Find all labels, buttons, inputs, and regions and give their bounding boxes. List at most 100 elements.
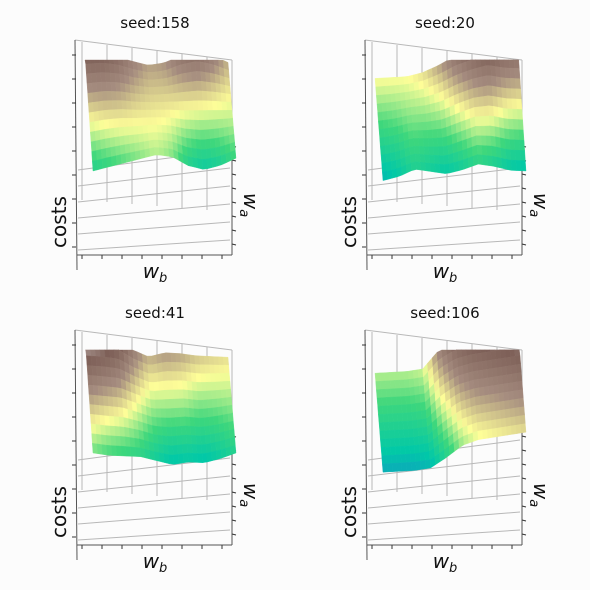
- surface-patch: [476, 361, 483, 372]
- surface-patch: [380, 153, 387, 164]
- y-tick: [521, 229, 527, 232]
- surface-patch: [462, 364, 469, 375]
- surface-patch: [137, 117, 144, 127]
- surface-patch: [456, 63, 463, 75]
- surface-patch: [478, 96, 485, 108]
- surface-patch: [220, 389, 227, 399]
- surface-patch: [128, 126, 135, 136]
- surface-patch: [401, 115, 408, 126]
- surface-patch: [474, 387, 481, 398]
- surface-patch: [96, 158, 103, 171]
- surface-patch: [114, 426, 121, 437]
- z-axis-label: costs: [337, 196, 361, 248]
- surface-patch: [450, 123, 457, 136]
- surface-patch: [378, 413, 385, 423]
- surface-patch: [510, 356, 517, 366]
- surface-patch: [413, 138, 420, 147]
- surface-patch: [424, 95, 431, 106]
- surface-patch: [513, 129, 520, 141]
- surface-patch: [215, 440, 222, 452]
- surface-patch: [106, 444, 113, 456]
- surface-patch: [201, 390, 208, 401]
- surface-patch: [408, 428, 414, 438]
- surface-patch: [414, 385, 421, 396]
- surface-patch: [491, 145, 497, 158]
- surface-patch: [452, 151, 459, 163]
- surface-patch: [150, 109, 157, 118]
- surface-patch: [393, 125, 399, 136]
- surface-patch: [156, 117, 163, 126]
- surface-patch: [194, 129, 201, 141]
- surface-patch: [504, 59, 511, 69]
- surface-patch: [405, 395, 412, 405]
- surface-patch: [390, 93, 397, 103]
- surface-patch: [472, 362, 479, 372]
- surface-patch: [457, 365, 464, 376]
- surface-patch: [99, 349, 106, 358]
- surface-patch: [491, 419, 497, 430]
- surface-patch: [161, 426, 168, 437]
- surface-patch: [510, 149, 517, 161]
- surface-patch: [412, 122, 419, 131]
- surface-patch: [494, 401, 501, 412]
- surface-patch: [382, 463, 389, 473]
- surface-patch: [222, 110, 229, 120]
- surface-patch: [154, 102, 161, 111]
- surface-patch: [490, 410, 497, 421]
- surface-patch: [481, 75, 488, 87]
- surface-patch: [516, 372, 523, 383]
- x-axis-label: wb: [433, 549, 458, 576]
- surface-patch: [510, 78, 517, 90]
- surface-patch: [186, 81, 193, 93]
- surface-patch: [398, 76, 405, 86]
- surface-patch: [495, 358, 502, 369]
- surface-patch: [183, 100, 190, 111]
- surface-patch: [98, 110, 105, 122]
- surface-patch: [227, 412, 234, 423]
- surface-patch: [215, 146, 222, 158]
- surface-patch: [383, 421, 390, 431]
- surface-patch: [133, 77, 140, 87]
- surface-patch: [476, 66, 483, 79]
- y-tick: [231, 173, 237, 176]
- surface-patch: [472, 154, 479, 167]
- surface-patch: [425, 112, 432, 123]
- subplot-3: seed:41 wb wa costs: [47, 304, 263, 576]
- surface-patch: [410, 106, 417, 116]
- surface-patch: [92, 159, 99, 172]
- surface-patch: [126, 109, 133, 119]
- surface-patch: [390, 388, 397, 398]
- surface-patch: [472, 87, 479, 99]
- y-axis-label: wa: [526, 193, 553, 217]
- surface-patch: [218, 118, 225, 129]
- surface-patch: [151, 117, 158, 126]
- surface-patch: [147, 432, 154, 444]
- surface-patch: [403, 370, 410, 381]
- surface-patch: [384, 430, 391, 440]
- surface-patch: [123, 417, 130, 429]
- surface-patch: [424, 451, 431, 461]
- surface-patch: [458, 159, 465, 171]
- surface-patch: [213, 415, 220, 426]
- surface-patch: [94, 349, 101, 357]
- surface-patch: [399, 387, 406, 397]
- surface-patch: [433, 154, 440, 165]
- surface-patch: [86, 355, 93, 367]
- surface-patch: [388, 429, 395, 439]
- z-axis: [364, 39, 368, 271]
- surface-patch: [143, 439, 150, 451]
- surface-patch: [186, 147, 193, 158]
- surface-patch: [412, 427, 419, 438]
- surface-patch: [394, 379, 401, 389]
- surface-patch: [177, 91, 184, 102]
- surface-patch: [382, 119, 389, 130]
- surface-patch: [105, 81, 112, 92]
- y-tick: [231, 229, 237, 232]
- surface-patch: [500, 417, 507, 428]
- surface-patch: [435, 110, 442, 121]
- surface-patch: [479, 115, 486, 127]
- surface-patch: [176, 73, 183, 85]
- surface-patch: [190, 71, 197, 83]
- y-tick: [231, 477, 237, 480]
- surface-patch: [166, 361, 173, 372]
